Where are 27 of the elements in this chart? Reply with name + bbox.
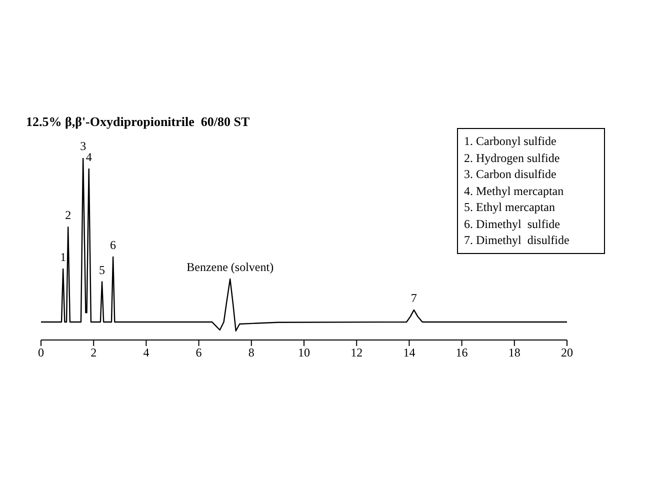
x-tick-label: 12 <box>350 346 363 360</box>
annotation: 5. Ethyl mercaptan <box>464 199 556 216</box>
annotation: 4 <box>86 150 92 164</box>
x-tick-label: 2 <box>90 346 97 360</box>
x-tick-label: 6 <box>196 346 202 360</box>
x-tick-label: 4 <box>143 346 150 360</box>
x-tick-label: 8 <box>248 346 254 360</box>
x-tick-label: 20 <box>561 346 573 360</box>
annotation: 7. Dimethyl disulfide <box>464 232 570 248</box>
annotation: 7 <box>410 290 417 305</box>
chart-title: 12.5% β,β'-Oxydipropionitrile 60/80 ST <box>26 114 250 130</box>
annotation: 2. Hydrogen sulfide <box>464 150 561 166</box>
annotation: 6 <box>110 238 116 252</box>
annotation: 5 <box>99 262 106 277</box>
x-tick-label: 18 <box>508 346 520 360</box>
text: 1. Carbonyl sulfide <box>464 134 556 148</box>
annotation: 3. Carbon disulfide <box>464 166 558 182</box>
annotation: 6. Dimethyl sulfide <box>464 216 561 232</box>
x-tick-label: 10 <box>298 346 310 360</box>
annotation: 3 <box>80 139 86 153</box>
x-tick-label: 16 <box>456 346 468 360</box>
annotation: 4. Methyl mercaptan <box>464 182 565 199</box>
annotation: Benzene (solvent) <box>186 260 274 274</box>
annotation: 2 <box>65 208 72 222</box>
x-tick-label: 14 <box>403 346 416 360</box>
x-tick-label: 0 <box>38 346 44 360</box>
annotation: 1 <box>60 250 66 264</box>
